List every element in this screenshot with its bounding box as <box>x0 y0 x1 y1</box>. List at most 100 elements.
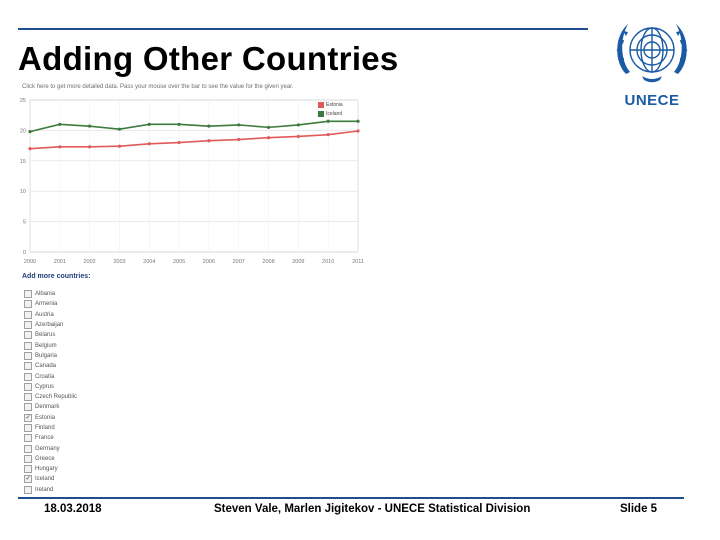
country-label: Cyprus <box>35 383 55 390</box>
country-item[interactable]: Denmark <box>24 402 144 412</box>
top-rule <box>18 28 588 30</box>
data-point-iceland <box>356 119 360 123</box>
country-label: Belarus <box>35 332 56 339</box>
country-item[interactable]: Albania <box>24 289 144 299</box>
country-item[interactable]: Azerbaijan <box>24 320 144 330</box>
country-checkbox[interactable] <box>24 321 32 330</box>
data-point-iceland <box>326 119 330 123</box>
x-tick-label: 2009 <box>292 259 304 265</box>
country-checkbox[interactable] <box>24 310 32 319</box>
x-tick-label: 2000 <box>24 259 36 265</box>
x-tick-label: 2005 <box>173 259 185 265</box>
x-tick-label: 2003 <box>113 259 125 265</box>
y-tick-label: 15 <box>20 159 26 165</box>
country-label: Croatia <box>35 373 55 380</box>
country-item[interactable]: Czech Republic <box>24 392 144 402</box>
data-point-estonia <box>177 140 181 145</box>
country-label: Canada <box>35 363 57 370</box>
bottom-rule <box>18 497 684 499</box>
y-tick-label: 0 <box>23 250 26 256</box>
data-point-iceland <box>147 122 151 126</box>
country-item[interactable]: Bulgaria <box>24 351 144 361</box>
country-label: Germany <box>35 445 60 452</box>
y-tick-label: 10 <box>20 189 26 195</box>
country-label: Armenia <box>35 301 58 308</box>
data-point-estonia <box>296 134 300 139</box>
x-tick-label: 2008 <box>262 259 274 265</box>
data-point-iceland <box>177 122 181 126</box>
footer-slide-number: Slide 5 <box>620 503 658 515</box>
country-label: Albania <box>35 291 56 298</box>
country-checkbox[interactable] <box>24 351 32 360</box>
data-point-iceland <box>207 124 211 128</box>
data-point-estonia <box>356 129 360 133</box>
country-checkbox-list: Albania Armenia Austria Azerbaijan Belarus Be… <box>24 289 144 495</box>
country-item[interactable]: ✓ Estonia <box>24 413 144 423</box>
data-point-estonia <box>58 145 62 149</box>
x-tick-label: 2011 <box>352 259 364 265</box>
un-emblem-icon <box>616 24 688 83</box>
x-tick-label: 2010 <box>322 259 334 265</box>
country-checkbox[interactable] <box>24 362 32 371</box>
country-checkbox[interactable]: ✓ <box>24 475 32 484</box>
data-point-estonia <box>147 142 151 146</box>
country-item[interactable]: Finland <box>24 423 144 433</box>
country-item[interactable]: France <box>24 433 144 443</box>
country-item[interactable]: Cyprus <box>24 382 144 392</box>
data-point-estonia <box>266 136 271 140</box>
country-label: Austria <box>35 311 54 318</box>
legend-label-iceland: Iceland <box>326 110 343 117</box>
country-checkbox[interactable] <box>24 444 32 453</box>
country-item[interactable]: Hungary <box>24 464 144 474</box>
country-checkbox[interactable] <box>24 454 32 463</box>
series-line-estonia <box>29 130 359 150</box>
country-label: Azerbaijan <box>35 322 64 329</box>
data-point-estonia <box>28 147 32 151</box>
country-label: Czech Republic <box>35 394 78 401</box>
country-checkbox[interactable] <box>24 424 32 432</box>
add-more-countries-label: Add more countries: <box>22 273 91 280</box>
x-tick-label: 2001 <box>54 259 66 265</box>
country-checkbox[interactable] <box>24 290 32 299</box>
data-point-estonia <box>117 144 122 148</box>
logo-text: UNECE <box>624 92 680 109</box>
country-checkbox[interactable] <box>24 403 32 412</box>
country-checkbox[interactable] <box>24 300 32 309</box>
x-tick-label: 2002 <box>84 259 96 265</box>
country-checkbox[interactable] <box>24 372 32 381</box>
legend-item-iceland: Iceland <box>318 109 358 118</box>
country-checkbox[interactable] <box>24 434 32 443</box>
y-tick-label: 20 <box>20 128 26 134</box>
data-point-iceland <box>58 122 62 126</box>
chart-instruction-link[interactable]: Click here to get more detailed data. Pa… <box>22 84 294 90</box>
country-item[interactable]: Belarus <box>24 330 144 340</box>
country-item[interactable]: Canada <box>24 361 144 371</box>
country-item[interactable]: Germany <box>24 443 144 453</box>
country-checkbox[interactable] <box>24 465 32 474</box>
data-point-estonia <box>88 145 92 149</box>
country-checkbox[interactable] <box>24 485 32 494</box>
country-checkbox[interactable] <box>24 341 32 350</box>
data-point-iceland <box>88 124 92 128</box>
unece-logo: UNECE <box>604 14 700 122</box>
legend-swatch-estonia <box>318 101 324 108</box>
country-item[interactable]: ✓ Iceland <box>24 474 144 484</box>
line-chart: 0 5 10 15 20 25 2000 2001 2002 2003 2004 2005 2006 20… <box>14 92 364 270</box>
country-checkbox[interactable]: ✓ <box>24 413 32 422</box>
country-checkbox[interactable] <box>24 382 32 391</box>
country-item[interactable]: Armenia <box>24 299 144 309</box>
legend-item-estonia: Estonia <box>318 100 358 109</box>
data-point-iceland <box>237 123 241 127</box>
country-checkbox[interactable] <box>24 331 32 340</box>
data-point-iceland <box>296 123 300 127</box>
country-item[interactable]: Greece <box>24 454 144 464</box>
country-checkbox[interactable] <box>24 393 32 402</box>
slide-title: Adding Other Countries <box>18 40 399 77</box>
country-label: Ireland <box>35 486 54 493</box>
country-item[interactable]: Belgium <box>24 340 144 350</box>
data-point-iceland <box>28 130 32 134</box>
country-item[interactable]: Croatia <box>24 371 144 381</box>
y-tick-label: 5 <box>23 220 26 226</box>
country-item[interactable]: Ireland <box>24 485 144 495</box>
country-item[interactable]: Austria <box>24 310 144 320</box>
